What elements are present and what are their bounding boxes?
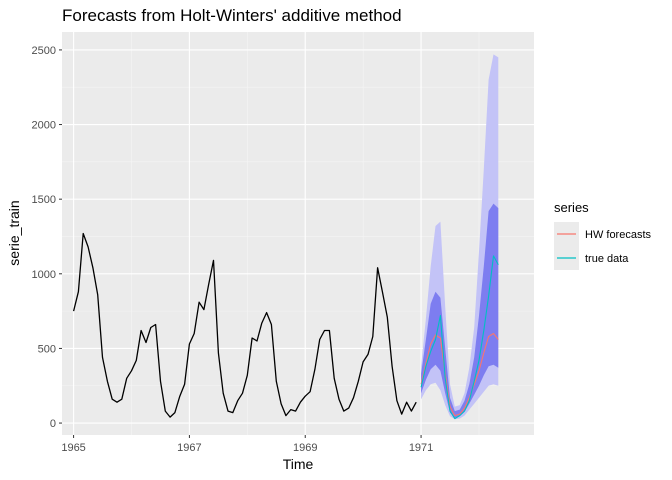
x-axis-title: Time [283,456,314,472]
y-tick-label: 2000 [32,120,56,132]
y-axis: 0 500 1000 1500 2000 2500 [32,45,62,430]
x-tick-label: 1971 [409,442,433,454]
y-tick-label: 0 [50,418,56,430]
legend-label-true-data: true data [585,253,629,265]
grid-major [62,32,534,435]
series-history [72,232,417,418]
plot-panel [62,32,534,435]
series-true-data [420,255,499,420]
series-lines [72,232,499,420]
y-axis-title: serie_train [6,200,22,265]
legend-title: series [554,200,589,215]
y-tick-label: 2500 [32,45,56,57]
chart-title: Forecasts from Holt-Winters' additive me… [62,6,402,25]
y-tick-label: 500 [38,343,56,355]
x-tick-label: 1967 [177,442,201,454]
grid-minor [62,32,534,435]
forecast-intervals [421,54,499,420]
legend-label-hw-forecasts: HW forecasts [585,229,652,241]
y-tick-label: 1500 [32,194,56,206]
y-tick-label: 1000 [32,269,56,281]
x-axis: 1965 1967 1969 1971 [61,435,433,454]
interval-80 [421,203,499,418]
legend: series HW forecasts true data [554,200,652,270]
x-tick-label: 1969 [293,442,317,454]
x-tick-label: 1965 [61,442,85,454]
series-hw-forecasts [420,332,499,417]
